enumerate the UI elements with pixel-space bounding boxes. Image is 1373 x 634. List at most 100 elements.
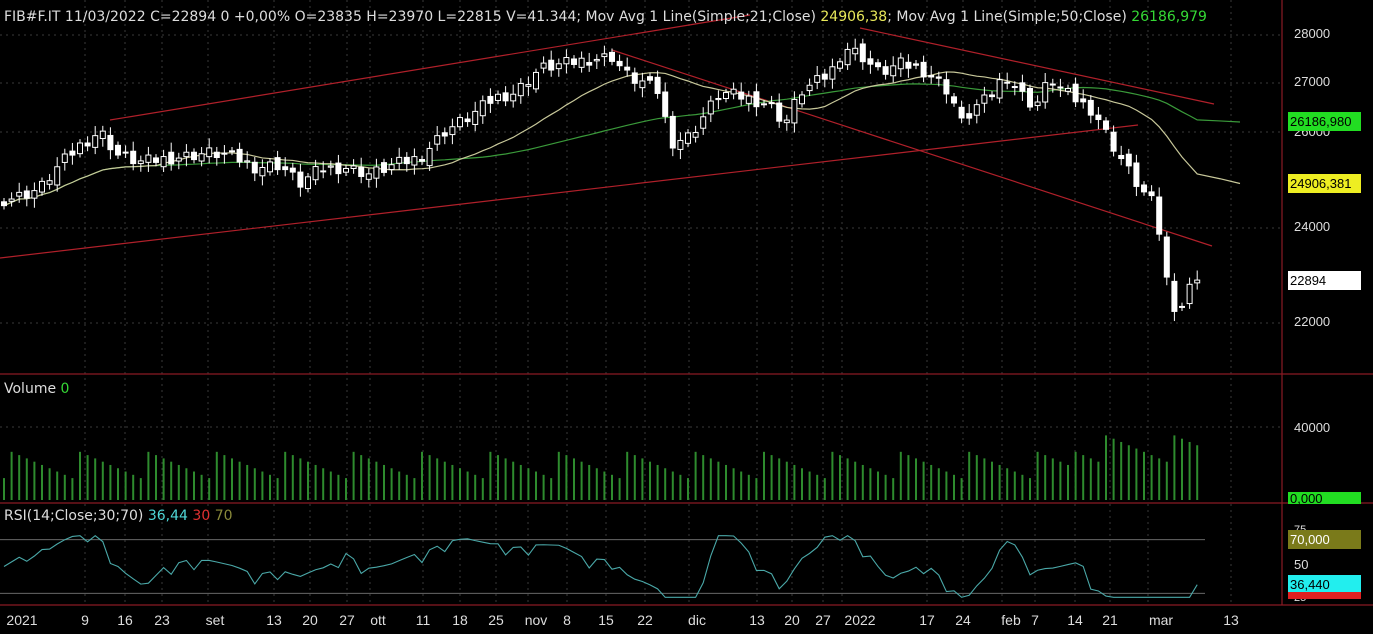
x-label: 11: [415, 612, 431, 628]
volume-bar: [25, 458, 28, 500]
volume-bar: [10, 451, 13, 500]
volume-bar: [740, 471, 743, 500]
x-label: 23: [154, 612, 170, 628]
volume-bar: [1029, 478, 1031, 500]
x-label: 27: [815, 612, 831, 628]
x-label: 2022: [844, 612, 876, 628]
volume-bar: [231, 458, 233, 500]
ma50-value: 26186,979: [1131, 9, 1207, 25]
candle-body: [441, 132, 448, 137]
volume-bar: [801, 468, 803, 500]
x-label: 27: [339, 612, 355, 628]
volume-bar: [101, 461, 104, 500]
candle-body: [563, 57, 570, 65]
volume-bar: [656, 464, 659, 500]
volume-bar: [1051, 458, 1054, 500]
x-label: 16: [117, 612, 133, 628]
volume-bar: [588, 464, 591, 500]
volume-bar: [497, 455, 499, 500]
candle-body: [525, 84, 532, 87]
volume-bar: [808, 471, 811, 500]
volume-bar: [1059, 461, 1062, 500]
date: 11/03/2022: [64, 9, 146, 25]
y-tick-24000: 24000: [1294, 219, 1331, 234]
volume-bar: [147, 451, 150, 500]
rsi-label: RSI(14;Close;30;70): [4, 508, 144, 524]
volume-bar: [345, 478, 347, 500]
rsi-value: 36,44: [147, 508, 188, 524]
trendline: [109, 14, 751, 121]
x-label: 8: [563, 612, 571, 628]
volume-bar: [215, 451, 218, 500]
volume-bar: [1173, 435, 1176, 500]
x-label: feb: [1001, 612, 1021, 628]
volume-label: Volume: [4, 381, 57, 397]
candle-body: [1110, 131, 1117, 152]
ma21-label: ; Mov Avg 1 Line(Simple;21;Close): [576, 9, 816, 25]
volume-bar: [314, 464, 317, 500]
candle-body: [715, 98, 722, 101]
candle-body: [890, 65, 897, 77]
volume-bar: [557, 451, 560, 500]
candle-body: [624, 66, 631, 71]
volume-bar: [991, 461, 993, 500]
volume-bar: [899, 451, 902, 500]
candle-body: [981, 94, 988, 104]
x-label: dic: [688, 612, 706, 628]
candle-body: [23, 190, 30, 199]
volume-bar: [1021, 474, 1024, 500]
candle-body: [1148, 191, 1155, 197]
volume-bar: [846, 458, 849, 500]
x-label: ott: [370, 612, 386, 628]
ma21-badge: 24906,381: [1288, 174, 1361, 193]
candle-body: [966, 113, 973, 119]
volume-bar: [1105, 435, 1107, 500]
volume-bar: [459, 468, 461, 500]
trendline: [611, 49, 1213, 247]
volume-bar: [550, 478, 553, 500]
rsi-tick-50: 50: [1294, 557, 1309, 572]
volume-bar: [489, 451, 492, 500]
volume-bar: [322, 468, 325, 500]
candle-body: [267, 161, 273, 173]
symbol: FIB#F.IT: [4, 9, 61, 25]
volume-bar: [519, 464, 522, 500]
volume-bar: [512, 461, 515, 500]
ohlc: C=22894 0 +0,00% O=23835 H=23970 L=22815…: [150, 9, 577, 25]
x-label: 22: [637, 612, 653, 628]
candle-body: [77, 142, 83, 155]
volume-bar: [329, 471, 332, 500]
candle-body: [251, 161, 258, 174]
ma21-line: [3, 71, 1241, 207]
volume-bar: [1165, 461, 1168, 500]
candle-body: [99, 130, 106, 140]
volume-bar: [1036, 451, 1039, 500]
candle-body: [381, 162, 387, 173]
candle-body: [989, 94, 995, 98]
candle-body: [1118, 154, 1125, 160]
candle-body: [198, 153, 205, 162]
candle-body: [647, 76, 653, 81]
volume-bar: [132, 474, 135, 500]
candle-body: [358, 166, 365, 177]
volume-bar: [869, 468, 872, 500]
candle-body: [973, 104, 980, 116]
volume-bar: [48, 468, 51, 500]
rsi-upper: 70: [214, 508, 233, 524]
candle-body: [305, 176, 311, 190]
candle-body: [654, 76, 661, 94]
volume-bar: [1097, 461, 1100, 500]
volume-bar: [785, 461, 788, 500]
candle-body: [388, 164, 395, 171]
x-label: 18: [452, 612, 468, 628]
candle-body: [791, 98, 798, 124]
volume-bar: [413, 478, 416, 500]
volume-bar: [117, 468, 119, 500]
volume-bar: [1158, 458, 1161, 500]
candle-body: [175, 157, 182, 162]
rsi-upper-badge: 70,000: [1288, 530, 1361, 549]
candle-body: [829, 66, 836, 80]
volume-bar: [831, 451, 834, 500]
candle-body: [1125, 153, 1132, 167]
